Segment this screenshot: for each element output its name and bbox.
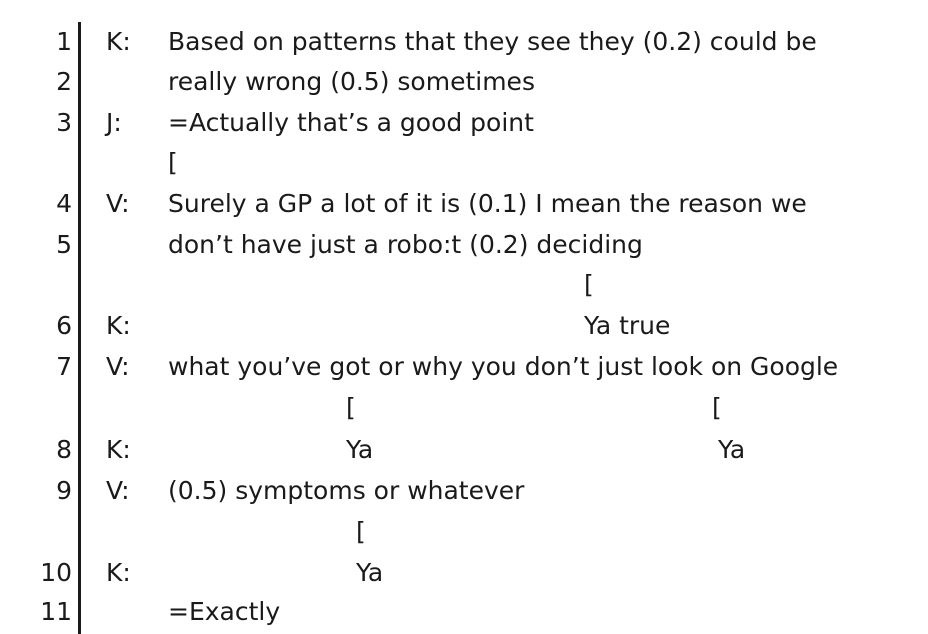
- transcript-line: 4 V: Surely a GP a lot of it is (0.1) I …: [0, 184, 928, 224]
- speaker-label: V:: [106, 352, 130, 381]
- overlap-bracket: [: [346, 393, 356, 422]
- line-number: 5: [56, 230, 72, 259]
- speaker-label: K:: [106, 27, 131, 56]
- transcript-line: 1 K: Based on patterns that they see the…: [0, 22, 928, 62]
- line-number: 3: [56, 108, 72, 137]
- speaker-label: K:: [106, 435, 131, 464]
- line-number: 8: [56, 435, 72, 464]
- speaker-label: V:: [106, 189, 130, 218]
- line-number-divider: [78, 22, 81, 634]
- transcript-line: 11 =Exactly: [0, 592, 928, 632]
- utterance-text: Based on patterns that they see they (0.…: [168, 27, 817, 56]
- utterance-text: =Actually that’s a good point: [168, 108, 534, 137]
- overlap-marker-line: [: [0, 512, 928, 552]
- line-number: 10: [40, 558, 72, 587]
- utterance-text: Surely a GP a lot of it is (0.1) I mean …: [168, 189, 807, 218]
- line-number: 11: [40, 597, 72, 626]
- line-number: 6: [56, 311, 72, 340]
- transcript-line: 6 K: Ya true: [0, 306, 928, 346]
- utterance-text: Ya: [346, 435, 374, 464]
- utterance-text: what you’ve got or why you don’t just lo…: [168, 352, 839, 381]
- transcript-line: 8 K: Ya Ya: [0, 430, 928, 470]
- utterance-text: don’t have just a robo:t (0.2) deciding: [168, 230, 643, 259]
- transcript-line: 7 V: what you’ve got or why you don’t ju…: [0, 347, 928, 387]
- utterance-text: Ya true: [584, 311, 671, 340]
- overlap-bracket: [: [356, 517, 366, 546]
- transcript-line: 9 V: (0.5) symptoms or whatever: [0, 471, 928, 511]
- transcript-line: 3 J: =Actually that’s a good point: [0, 103, 928, 143]
- overlap-bracket: [: [712, 393, 722, 422]
- line-number: 9: [56, 476, 72, 505]
- overlap-marker-line: [: [0, 265, 928, 305]
- line-number: 1: [56, 27, 72, 56]
- utterance-text: Ya: [356, 558, 384, 587]
- overlap-bracket: [: [584, 270, 594, 299]
- overlap-marker-line: [: [0, 143, 928, 183]
- utterance-text: =Exactly: [168, 597, 281, 626]
- utterance-text: really wrong (0.5) sometimes: [168, 67, 535, 96]
- utterance-text: (0.5) symptoms or whatever: [168, 476, 525, 505]
- overlap-bracket: [: [168, 148, 178, 177]
- line-number: 2: [56, 67, 72, 96]
- speaker-label: K:: [106, 311, 131, 340]
- line-number: 4: [56, 189, 72, 218]
- transcript-line: 2 really wrong (0.5) sometimes: [0, 62, 928, 102]
- speaker-label: J:: [106, 108, 122, 137]
- overlap-marker-line: [ [: [0, 388, 928, 428]
- transcript-line: 5 don’t have just a robo:t (0.2) decidin…: [0, 225, 928, 265]
- speaker-label: V:: [106, 476, 130, 505]
- utterance-text: Ya: [718, 435, 746, 464]
- transcript-line: 10 K: Ya: [0, 553, 928, 593]
- speaker-label: K:: [106, 558, 131, 587]
- line-number: 7: [56, 352, 72, 381]
